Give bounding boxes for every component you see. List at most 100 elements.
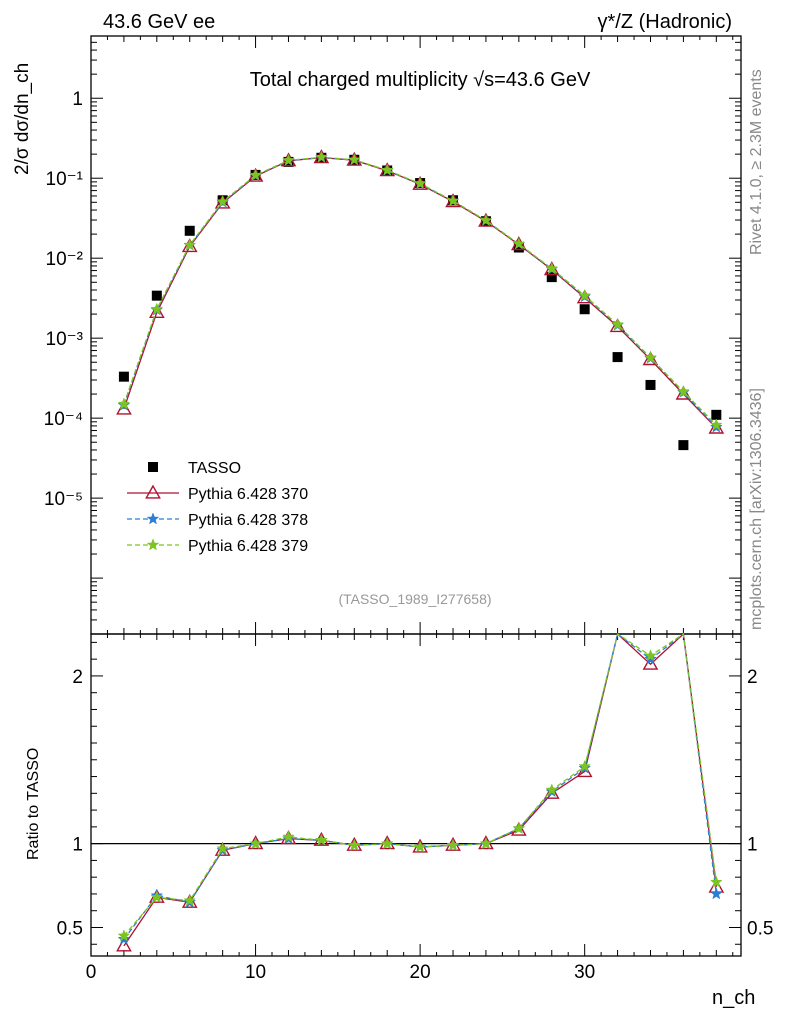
data-marker	[249, 836, 262, 850]
main-y-tick-label: 10⁻¹	[46, 169, 84, 190]
data-marker	[413, 840, 427, 853]
legend-marker	[148, 462, 158, 472]
data-marker	[512, 237, 526, 250]
legend-marker	[146, 538, 160, 551]
data-marker	[116, 937, 132, 952]
data-marker	[709, 887, 723, 900]
mcplots-label: mcplots.cern.ch [arXiv:1306.3436]	[748, 388, 765, 630]
main-marks	[116, 149, 725, 451]
data-marker	[578, 759, 592, 772]
legend-label: TASSO	[188, 460, 241, 477]
legend-label: Pythia 6.428 379	[188, 538, 308, 555]
data-marker	[612, 352, 623, 363]
data-marker	[183, 893, 197, 907]
ratio-marks	[91, 632, 741, 952]
ratio-y-tick-label-right: 2	[747, 667, 758, 688]
ratio-y-tick-label: 1	[72, 835, 83, 856]
analysis-id: (TASSO_1989_I277658)	[338, 591, 491, 607]
data-marker	[380, 163, 394, 176]
data-marker	[513, 242, 524, 253]
main-panel: Total charged multiplicity √s=43.6 GeV (…	[12, 35, 742, 635]
data-marker	[150, 890, 164, 903]
data-marker	[151, 290, 162, 301]
data-marker	[446, 838, 460, 851]
ratio-y-tick-label-right: 0.5	[747, 918, 773, 939]
x-tick-label: 0	[86, 962, 97, 983]
data-marker	[511, 821, 527, 836]
data-marker	[512, 821, 526, 834]
data-marker	[183, 238, 197, 251]
data-marker	[545, 261, 559, 275]
legend-marker	[146, 512, 160, 525]
data-marker	[644, 649, 657, 662]
series-line	[123, 156, 717, 426]
series-line	[123, 632, 717, 940]
data-marker	[117, 397, 131, 410]
data-marker	[282, 830, 295, 843]
ratio-y-tick-label: 0.5	[57, 918, 83, 939]
main-y-tick-labels: 1 10⁻¹ 10⁻² 10⁻³ 10⁻⁴ 10⁻⁵	[44, 89, 83, 510]
main-y-tick-label: 10⁻⁵	[44, 489, 83, 510]
data-marker	[315, 150, 328, 163]
data-marker	[678, 440, 689, 451]
data-marker	[479, 213, 493, 226]
main-y-axis-label: 2/σ dσ/dn_ch	[12, 63, 33, 175]
data-marker	[675, 385, 692, 400]
ratio-y-tick-label: 2	[72, 667, 83, 688]
data-marker	[249, 168, 262, 181]
x-tick-label: 30	[574, 962, 595, 983]
data-marker	[479, 836, 493, 850]
ratio-panel: 0.5 0.5 1 1 2 2 Ratio to TASSO 0 10 20 30 n_ch	[25, 632, 774, 1009]
data-marker	[645, 379, 656, 390]
data-marker	[711, 409, 722, 420]
data-marker	[545, 783, 559, 796]
data-marker	[150, 302, 164, 315]
main-ticks	[90, 35, 741, 635]
legend-label: Pythia 6.428 378	[188, 512, 308, 529]
ratio-y-tick-labels: 0.5 0.5 1 1 2 2	[57, 667, 774, 940]
ratio-ticks	[90, 634, 741, 956]
data-marker	[216, 194, 230, 208]
legend-marker	[145, 484, 161, 499]
data-marker	[149, 303, 165, 318]
data-marker	[644, 350, 657, 364]
data-marker	[579, 304, 590, 315]
series-line	[123, 156, 717, 429]
main-y-tick-label: 1	[72, 89, 83, 110]
ratio-y-axis-label: Ratio to TASSO	[25, 748, 42, 860]
legend: TASSO Pythia 6.428 370 Pythia 6.428 378 Pyt…	[127, 460, 308, 555]
series-line	[123, 156, 717, 428]
main-y-tick-label: 10⁻³	[46, 329, 84, 350]
data-marker	[216, 841, 230, 855]
data-marker	[578, 289, 592, 302]
data-marker	[546, 272, 557, 283]
data-marker	[315, 833, 328, 846]
data-marker	[380, 836, 394, 850]
x-tick-label: 20	[410, 962, 431, 983]
data-marker	[347, 838, 361, 851]
data-marker	[117, 929, 131, 942]
ratio-y-tick-label-right: 1	[747, 835, 758, 856]
main-y-tick-label: 10⁻²	[46, 249, 84, 270]
data-marker	[709, 875, 723, 888]
x-tick-labels: 0 10 20 30	[86, 962, 596, 983]
x-tick-label: 10	[245, 962, 266, 983]
header-left: 43.6 GeV ee	[103, 11, 215, 33]
data-marker	[184, 225, 195, 236]
x-axis-label: n_ch	[712, 987, 755, 1009]
chart-title: Total charged multiplicity √s=43.6 GeV	[250, 69, 591, 91]
data-marker	[446, 194, 460, 207]
rivet-version-label: Rivet 4.1.0, ≥ 2.3M events	[748, 69, 765, 255]
series-line	[123, 632, 717, 937]
data-marker	[347, 153, 361, 166]
main-y-tick-label: 10⁻⁴	[44, 409, 83, 430]
data-marker	[413, 176, 427, 189]
data-marker	[543, 784, 560, 799]
data-marker	[709, 418, 723, 431]
data-marker	[611, 317, 624, 330]
header-right: γ*/Z (Hadronic)	[598, 11, 732, 33]
data-marker	[282, 153, 295, 166]
legend-label: Pythia 6.428 370	[188, 486, 308, 503]
ratio-frame	[90, 633, 742, 957]
